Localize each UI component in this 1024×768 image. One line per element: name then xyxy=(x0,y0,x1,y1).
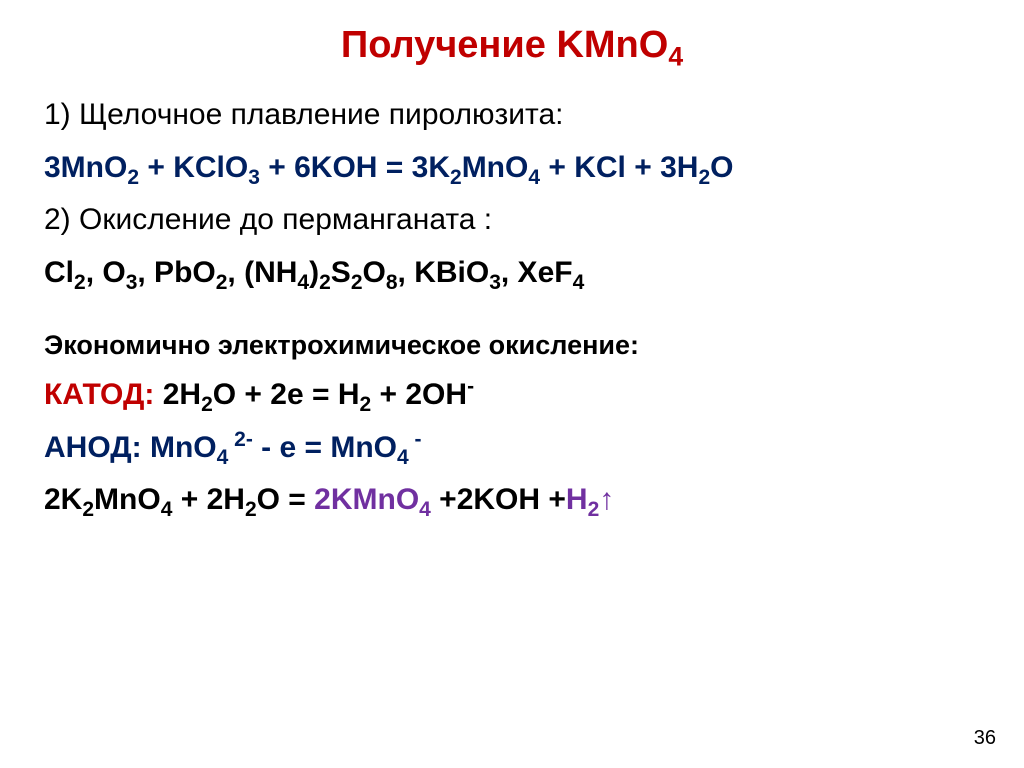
eq1-p1: 3MnO xyxy=(44,151,127,184)
prod2-arrow: ↑ xyxy=(599,483,614,516)
fin-s2: 4 xyxy=(161,498,173,521)
anode-eq: MnO4 2- - e = MnO4 - xyxy=(150,431,422,464)
prod2-s: 2 xyxy=(588,498,600,521)
page-number: 36 xyxy=(974,727,996,750)
fin-mid: +2KOH + xyxy=(431,483,566,516)
eq1-s2: 3 xyxy=(248,166,260,189)
prod1-a: 2KMnO xyxy=(314,483,419,516)
title-text: Получение KMnO xyxy=(341,24,668,66)
ox-p6: S xyxy=(331,256,351,289)
final-equation: 2K2MnO4 + 2H2O = 2KMnO4 +2KOH +H2↑ xyxy=(44,480,980,521)
eq1-p3: + 6KOH = 3K xyxy=(260,151,450,184)
ox-p2: , O xyxy=(86,256,126,289)
ox-s5: 2 xyxy=(319,271,331,294)
eq1-s4: 4 xyxy=(528,166,540,189)
cathode-line: КАТОД: 2H2O + 2e = H2 + 2OH- xyxy=(44,375,980,416)
fin-p1: 2K xyxy=(44,483,82,516)
cath-s1: 2 xyxy=(201,393,213,416)
an-p2: - e = MnO xyxy=(253,431,397,464)
product-2: H2↑ xyxy=(566,483,614,516)
ox-p7: O xyxy=(363,256,386,289)
eq1-p6: O xyxy=(710,151,733,184)
anode-label: АНОД: xyxy=(44,431,150,464)
ox-s3: 2 xyxy=(216,271,228,294)
prod2-a: H xyxy=(566,483,588,516)
an-s1: 4 xyxy=(217,446,229,469)
cath-p1: 2H xyxy=(154,378,201,411)
ox-s6: 2 xyxy=(351,271,363,294)
ox-s4: 4 xyxy=(297,271,309,294)
ox-s2: 3 xyxy=(126,271,138,294)
fin-s3: 2 xyxy=(245,498,257,521)
cath-p3: + 2OH xyxy=(371,378,467,411)
an-sup1: 2- xyxy=(228,428,253,451)
fin-s1: 2 xyxy=(82,498,94,521)
fin-p3: + 2H xyxy=(172,483,245,516)
cath-sup: - xyxy=(467,375,474,398)
slide: Получение KMnO4 1) Щелочное плавление пи… xyxy=(0,0,1024,768)
eq1-p4: MnO xyxy=(462,151,529,184)
ox-p3: , PbO xyxy=(137,256,215,289)
ox-p9: , XeF xyxy=(501,256,573,289)
title-sub: 4 xyxy=(668,42,683,72)
prod1-s: 4 xyxy=(419,498,431,521)
eq1-s1: 2 xyxy=(127,166,139,189)
an-sup2: - xyxy=(409,428,422,451)
ox-p4: , (NH xyxy=(227,256,297,289)
ox-s9: 4 xyxy=(573,271,585,294)
an-p1: MnO xyxy=(150,431,217,464)
oxidizers-list: Cl2, O3, PbO2, (NH4)2S2O8, KBiO3, XeF4 xyxy=(44,253,980,294)
ox-s8: 3 xyxy=(489,271,501,294)
econ-label: Экономично электрохимическое окисление: xyxy=(44,327,980,363)
eq1-p2: + KClO xyxy=(139,151,248,184)
ox-s7: 8 xyxy=(386,271,398,294)
step1-label: 1) Щелочное плавление пиролюзита: xyxy=(44,95,980,136)
anode-line: АНОД: MnO4 2- - e = MnO4 - xyxy=(44,428,980,469)
ox-p8: , KBiO xyxy=(398,256,490,289)
an-s2: 4 xyxy=(397,446,409,469)
fin-p2: MnO xyxy=(94,483,161,516)
fin-p4: O = xyxy=(257,483,315,516)
cath-p2: O + 2e = H xyxy=(213,378,360,411)
step2-label: 2) Окисление до перманганата : xyxy=(44,200,980,241)
cath-s2: 2 xyxy=(360,393,372,416)
cathode-label: КАТОД: xyxy=(44,378,154,411)
eq1-s3: 2 xyxy=(450,166,462,189)
ox-s1: 2 xyxy=(74,271,86,294)
equation-1: 3MnO2 + KClO3 + 6KOH = 3K2MnO4 + KCl + 3… xyxy=(44,148,980,189)
slide-title: Получение KMnO4 xyxy=(44,24,980,67)
ox-p1: Cl xyxy=(44,256,74,289)
eq1-p5: + KCl + 3H xyxy=(540,151,698,184)
eq1-s5: 2 xyxy=(698,166,710,189)
ox-p5: ) xyxy=(309,256,319,289)
product-1: 2KMnO4 xyxy=(314,483,431,516)
